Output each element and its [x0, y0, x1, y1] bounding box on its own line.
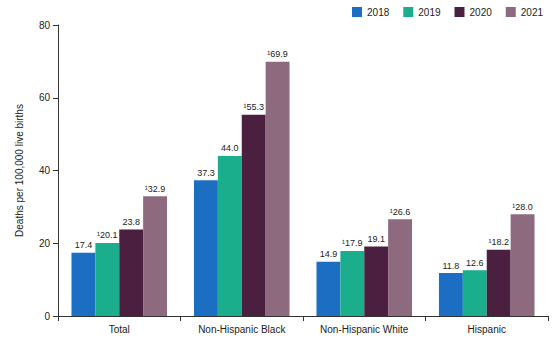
- svg-text:¹20.1: ¹20.1: [97, 230, 118, 240]
- svg-text:¹28.0: ¹28.0: [512, 202, 533, 212]
- svg-text:¹18.2: ¹18.2: [488, 237, 509, 247]
- svg-text:Non-Hispanic Black: Non-Hispanic Black: [198, 324, 286, 335]
- svg-text:2020: 2020: [470, 7, 493, 18]
- svg-text:60: 60: [39, 92, 51, 103]
- svg-text:11.8: 11.8: [442, 261, 459, 271]
- svg-text:80: 80: [39, 20, 51, 31]
- svg-text:Total: Total: [109, 324, 130, 335]
- svg-text:20: 20: [39, 238, 51, 249]
- svg-text:2021: 2021: [521, 7, 544, 18]
- svg-text:17.4: 17.4: [75, 240, 93, 250]
- svg-text:Deaths per 100,000 live births: Deaths per 100,000 live births: [14, 104, 25, 237]
- svg-text:Non-Hispanic White: Non-Hispanic White: [320, 324, 409, 335]
- svg-text:2019: 2019: [418, 7, 441, 18]
- svg-text:40: 40: [39, 165, 51, 176]
- svg-text:23.8: 23.8: [122, 217, 140, 227]
- svg-text:¹17.9: ¹17.9: [342, 238, 363, 248]
- svg-text:2018: 2018: [367, 7, 390, 18]
- svg-text:14.9: 14.9: [320, 249, 338, 259]
- svg-text:¹69.9: ¹69.9: [267, 49, 288, 59]
- svg-text:44.0: 44.0: [221, 143, 239, 153]
- svg-text:Hispanic: Hispanic: [468, 324, 506, 335]
- svg-text:0: 0: [44, 311, 50, 322]
- svg-text:¹26.6: ¹26.6: [390, 207, 411, 217]
- svg-text:37.3: 37.3: [197, 168, 215, 178]
- svg-text:12.6: 12.6: [466, 258, 484, 268]
- svg-text:¹55.3: ¹55.3: [243, 102, 264, 112]
- svg-text:¹32.9: ¹32.9: [145, 184, 166, 194]
- svg-text:19.1: 19.1: [367, 234, 385, 244]
